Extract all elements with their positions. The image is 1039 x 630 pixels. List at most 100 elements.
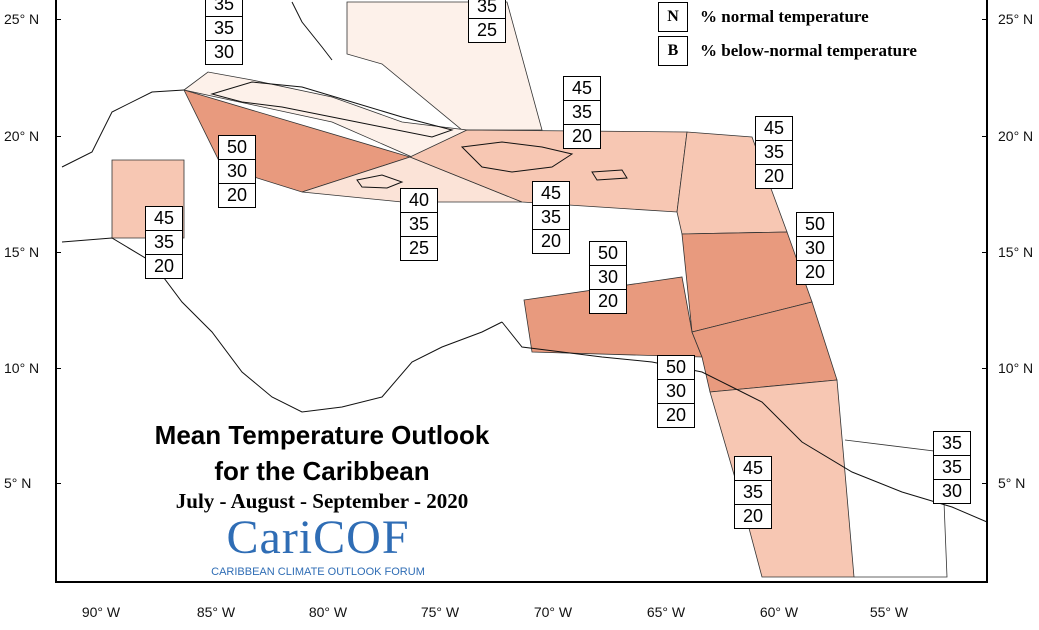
tick-15n-right (982, 252, 988, 253)
forecast-box: 50 30 20 (657, 355, 695, 428)
prob-value: 35 (206, 16, 242, 40)
zone-bahamas (346, 1, 543, 131)
lat-label-10n: 10° N (4, 360, 40, 376)
legend-row-normal: N % normal temperature (658, 2, 869, 32)
prob-value: 35 (533, 205, 569, 229)
prob-value: 30 (590, 265, 626, 289)
prob-value: 25 (401, 236, 437, 260)
prob-value: 20 (735, 504, 771, 528)
prob-value: 45 (571, 78, 593, 98)
prob-value: 45 (763, 118, 785, 138)
lat-label-10n-right: 10° N (998, 360, 1034, 376)
forecast-box: 45 35 20 (563, 76, 601, 149)
forecast-box: 35 35 30 (205, 0, 243, 65)
tick-5n-right (982, 483, 988, 484)
forecast-box: 50 30 20 (218, 135, 256, 208)
legend-key-below: B (658, 36, 688, 66)
legend-row-below: B % below-normal temperature (658, 36, 917, 66)
tick-10n-left (55, 368, 61, 369)
prob-value: 20 (590, 289, 626, 313)
prob-value: 20 (533, 229, 569, 253)
lat-label-25n: 25° N (4, 11, 40, 27)
prob-value: 20 (756, 164, 792, 188)
forecast-box: 35 35 30 (933, 431, 971, 504)
prob-value: 30 (797, 236, 833, 260)
lat-label-5n: 5° N (4, 475, 32, 491)
cuba-outline (210, 81, 454, 138)
florida-outline (291, 1, 333, 61)
map-title-line1: Mean Temperature Outlook (154, 420, 490, 450)
prob-value: 30 (206, 40, 242, 64)
tick-25n-right (982, 19, 988, 20)
prob-value: 30 (934, 479, 970, 503)
legend-key-normal: N (658, 2, 688, 32)
lat-label-25n-right: 25° N (998, 11, 1034, 27)
prob-value: 35 (735, 480, 771, 504)
forecast-box: 50 30 20 (796, 212, 834, 285)
prob-value: 30 (219, 159, 255, 183)
prob-value: 45 (153, 208, 175, 228)
prob-value: 20 (146, 254, 182, 278)
prob-value: 20 (219, 183, 255, 207)
puerto-rico-outline (591, 169, 628, 181)
tick-10n-right (982, 368, 988, 369)
lat-label-20n: 20° N (4, 128, 40, 144)
lon-label-70w: 70° W (533, 604, 573, 620)
tick-20n-left (55, 136, 61, 137)
prob-value: 45 (742, 458, 764, 478)
prob-value: 40 (408, 190, 430, 210)
lon-label-80w: 80° W (308, 604, 348, 620)
prob-value: 30 (658, 379, 694, 403)
legend-text-normal: % normal temperature (700, 7, 869, 26)
prob-value: 20 (564, 124, 600, 148)
prob-value: 35 (401, 212, 437, 236)
lon-label-65w: 65° W (646, 604, 686, 620)
prob-value: 50 (226, 137, 248, 157)
map-canvas (61, 1, 986, 578)
tick-5n-left (55, 483, 61, 484)
caricof-logo: CariCOF (226, 511, 410, 564)
forecast-box: 50 30 20 (589, 241, 627, 314)
lon-label-60w: 60° W (759, 604, 799, 620)
jamaica-outline (356, 174, 404, 189)
lat-label-5n-right: 5° N (998, 475, 1026, 491)
south-america-coast (501, 321, 986, 523)
lon-label-90w: 90° W (81, 604, 121, 620)
caricof-logo-subtitle: CARIBBEAN CLIMATE OUTLOOK FORUM (211, 566, 425, 578)
lon-label-75w: 75° W (420, 604, 460, 620)
map-period: July - August - September - 2020 (175, 489, 469, 513)
prob-value: 35 (756, 140, 792, 164)
prob-value: 20 (658, 403, 694, 427)
prob-value: 35 (934, 455, 970, 479)
map-frame (55, 0, 988, 583)
tick-15n-left (55, 252, 61, 253)
legend-text-below: % below-normal temperature (700, 41, 917, 60)
zone-french-guiana-outline (844, 439, 948, 578)
hispaniola-outline (460, 141, 574, 173)
prob-value: 25 (469, 18, 505, 42)
lon-label-55w: 55° W (869, 604, 909, 620)
zone-guianas (709, 379, 855, 578)
prob-value: 35 (941, 433, 963, 453)
lon-label-85w: 85° W (196, 604, 236, 620)
prob-value: 35 (146, 230, 182, 254)
tick-25n-left (55, 19, 61, 20)
lat-label-15n: 15° N (4, 244, 40, 260)
prob-value: 35 (476, 0, 498, 16)
prob-value: 50 (597, 243, 619, 263)
prob-value: 20 (797, 260, 833, 284)
lat-label-15n-right: 15° N (998, 244, 1034, 260)
forecast-box: 45 35 20 (755, 116, 793, 189)
forecast-box: 45 35 20 (532, 181, 570, 254)
zone-cuba-north (183, 71, 469, 158)
prob-value: 35 (213, 0, 235, 14)
forecast-box: 35 25 (468, 0, 506, 43)
prob-value: 45 (540, 183, 562, 203)
lat-label-20n-right: 20° N (998, 128, 1034, 144)
map-title-line2: for the Caribbean (214, 456, 430, 486)
tick-20n-right (982, 136, 988, 137)
prob-value: 50 (665, 357, 687, 377)
forecast-box: 45 35 20 (145, 206, 183, 279)
forecast-box: 45 35 20 (734, 456, 772, 529)
forecast-box: 40 35 25 (400, 188, 438, 261)
